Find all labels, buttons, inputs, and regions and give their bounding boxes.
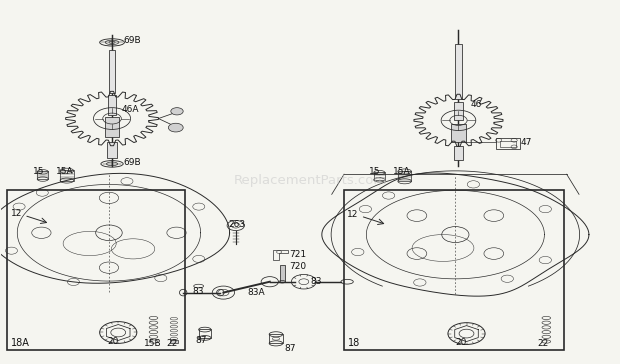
Text: 83: 83 <box>310 277 322 286</box>
Text: 87: 87 <box>195 336 207 345</box>
Text: 46A: 46A <box>122 105 139 114</box>
Text: 87: 87 <box>284 344 296 353</box>
Text: 46: 46 <box>471 99 482 108</box>
Text: 20: 20 <box>107 337 118 346</box>
Text: 15: 15 <box>33 167 45 175</box>
Text: 22: 22 <box>538 339 549 348</box>
Bar <box>269 334 283 343</box>
Bar <box>454 102 463 120</box>
Bar <box>198 329 211 338</box>
Bar <box>170 340 178 343</box>
Bar <box>398 171 412 181</box>
Text: 69B: 69B <box>123 36 141 45</box>
Text: 83A: 83A <box>247 288 265 297</box>
Bar <box>105 117 120 136</box>
Text: 69B: 69B <box>123 158 141 167</box>
Text: 721: 721 <box>290 250 307 259</box>
Bar <box>108 95 117 115</box>
Text: 15A: 15A <box>393 167 410 176</box>
Text: 22: 22 <box>167 339 178 348</box>
Text: 20: 20 <box>455 338 467 347</box>
Bar <box>495 138 520 149</box>
Bar <box>280 265 285 282</box>
Text: 18A: 18A <box>11 338 30 348</box>
Text: 15A: 15A <box>56 167 74 175</box>
Bar <box>109 50 115 93</box>
Text: 12: 12 <box>11 209 22 218</box>
Circle shape <box>171 108 183 115</box>
Circle shape <box>169 123 183 132</box>
Bar <box>37 171 48 179</box>
Text: ReplacementParts.com: ReplacementParts.com <box>233 174 387 187</box>
Text: 12: 12 <box>347 210 358 219</box>
Text: 47: 47 <box>520 138 532 147</box>
Text: 720: 720 <box>290 262 307 270</box>
Bar <box>344 190 564 349</box>
Bar <box>60 170 74 181</box>
Bar <box>455 44 461 99</box>
Text: 15B: 15B <box>144 339 162 348</box>
Bar <box>107 142 117 158</box>
Bar <box>451 124 466 142</box>
Bar <box>7 190 185 349</box>
Bar <box>500 141 516 147</box>
Bar <box>453 146 463 160</box>
Text: 83: 83 <box>192 287 204 296</box>
Text: 18: 18 <box>348 338 360 348</box>
Text: 263: 263 <box>228 219 246 229</box>
Text: 15: 15 <box>370 167 381 176</box>
Bar <box>374 172 385 180</box>
